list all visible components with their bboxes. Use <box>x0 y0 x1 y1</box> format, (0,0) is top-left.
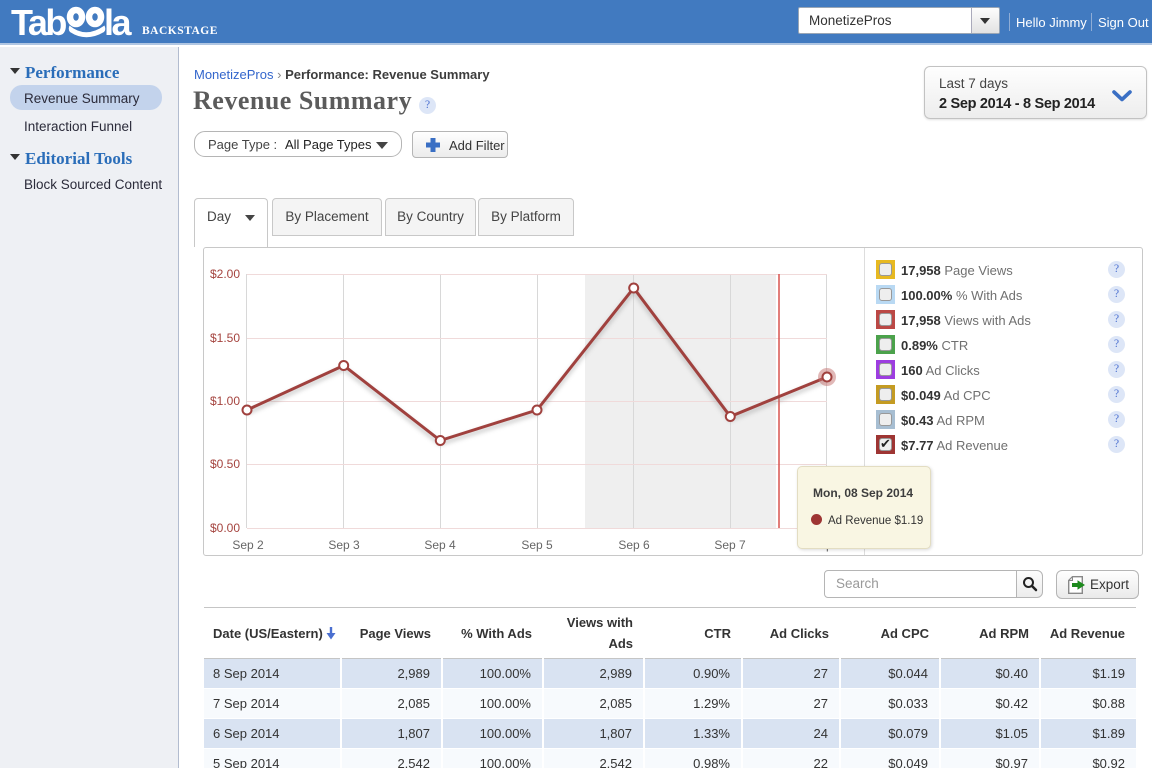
svg-text:Sep 6: Sep 6 <box>618 538 650 552</box>
svg-text:$0.50: $0.50 <box>210 457 240 471</box>
svg-text:Sep 7: Sep 7 <box>714 538 746 552</box>
svg-text:Sep 4: Sep 4 <box>424 538 456 552</box>
svg-text:Sep 3: Sep 3 <box>328 538 360 552</box>
svg-text:$2.00: $2.00 <box>210 267 240 281</box>
svg-text:Tab: Tab <box>11 2 66 42</box>
svg-text:$1.00: $1.00 <box>210 394 240 408</box>
svg-text:Sep 5: Sep 5 <box>521 538 553 552</box>
svg-text:la: la <box>104 2 133 42</box>
svg-text:$1.50: $1.50 <box>210 331 240 345</box>
svg-text:$0.00: $0.00 <box>210 521 240 535</box>
svg-text:Sep 2: Sep 2 <box>232 538 264 552</box>
